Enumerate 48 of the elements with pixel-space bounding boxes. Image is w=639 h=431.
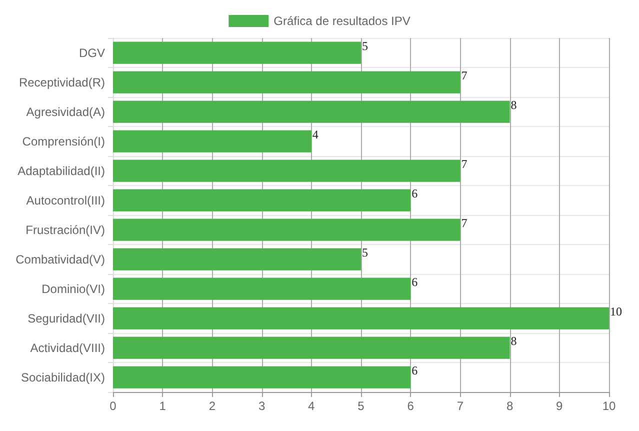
bar bbox=[113, 189, 411, 212]
x-tick-label: 1 bbox=[159, 399, 166, 413]
bar bbox=[113, 366, 411, 388]
x-tick-label: 5 bbox=[358, 399, 365, 413]
data-label: 8 bbox=[510, 98, 517, 112]
y-tick-label: Actividad(VIII) bbox=[30, 340, 105, 355]
y-tick-label: Dominio(VI) bbox=[42, 282, 105, 296]
x-tick-label: 3 bbox=[258, 399, 266, 413]
data-label: 7 bbox=[461, 68, 468, 82]
y-tick-label: Comprensión(I) bbox=[22, 134, 105, 148]
y-tick-label: Frustración(IV) bbox=[26, 222, 105, 237]
x-tick-label: 7 bbox=[456, 399, 464, 413]
x-tick-label: 10 bbox=[602, 399, 616, 413]
bar bbox=[113, 130, 312, 152]
data-label: 7 bbox=[461, 156, 468, 171]
bar bbox=[113, 248, 361, 270]
x-tick-label: 9 bbox=[556, 399, 564, 413]
data-label: 6 bbox=[412, 186, 418, 200]
data-label: 5 bbox=[362, 38, 368, 53]
x-tick-label: 0 bbox=[110, 399, 117, 413]
y-tick-label: Autocontrol(III) bbox=[26, 193, 105, 208]
bar bbox=[113, 42, 361, 64]
bar bbox=[113, 71, 460, 94]
data-label: 5 bbox=[362, 245, 368, 260]
x-tick-label: 6 bbox=[407, 399, 414, 413]
bar bbox=[113, 160, 460, 182]
x-tick-label: 8 bbox=[506, 399, 514, 413]
y-tick-label: Receptividad(R) bbox=[18, 75, 105, 90]
data-label: 4 bbox=[312, 127, 318, 142]
y-tick-label: Adaptabilidad(II) bbox=[18, 164, 105, 178]
bar bbox=[113, 100, 510, 123]
y-tick-label: Sociabilidad(IX) bbox=[20, 370, 105, 384]
data-label: 6 bbox=[412, 274, 418, 289]
legend-label: Gráfica de resultados IPV bbox=[274, 14, 410, 28]
x-tick-label: 2 bbox=[208, 399, 216, 413]
data-label: 7 bbox=[461, 216, 468, 230]
bar bbox=[113, 278, 411, 300]
y-tick-label: Combatividad(V) bbox=[16, 252, 105, 266]
data-label: 10 bbox=[610, 304, 622, 318]
y-tick-label: DGV bbox=[78, 46, 105, 60]
bar bbox=[113, 218, 460, 241]
bar bbox=[113, 307, 609, 330]
bar bbox=[113, 336, 510, 359]
data-label: 6 bbox=[412, 363, 418, 378]
data-label: 8 bbox=[510, 334, 517, 348]
x-tick-label: 4 bbox=[308, 399, 316, 413]
y-tick-label: Agresividad(A) bbox=[26, 104, 105, 119]
y-tick-label: Seguridad(VII) bbox=[28, 311, 105, 326]
